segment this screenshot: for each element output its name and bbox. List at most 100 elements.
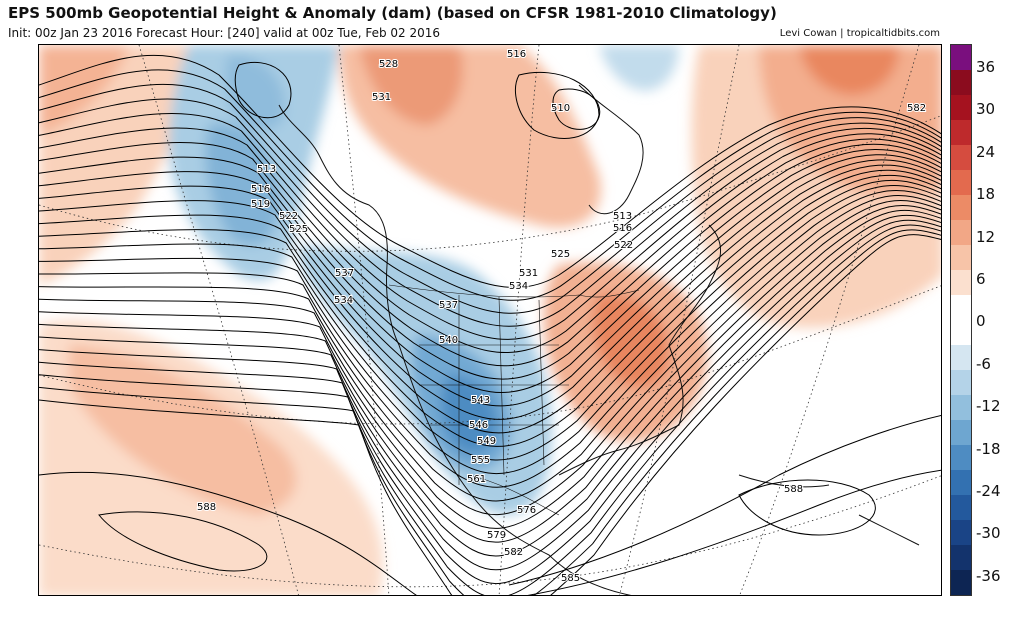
contour-label: 522 [614, 240, 633, 251]
color-scale-label: -30 [976, 524, 1001, 543]
color-swatch [951, 395, 971, 421]
contour-label: 528 [379, 59, 398, 70]
color-swatch [951, 495, 971, 521]
color-scale-swatches [951, 45, 971, 595]
contour-label: 519 [251, 199, 270, 210]
height-contour [39, 471, 417, 595]
color-swatch [951, 295, 971, 321]
contour-label: 585 [561, 573, 580, 584]
color-swatch [951, 70, 971, 96]
contour-label: 561 [467, 474, 486, 485]
contour-label: 543 [471, 395, 490, 406]
contour-label: 582 [504, 547, 523, 558]
height-contour [39, 185, 941, 488]
height-contour [39, 169, 941, 447]
height-contour [39, 98, 941, 327]
contour-label: 537 [439, 300, 458, 311]
color-swatch [951, 170, 971, 196]
height-contour [39, 113, 941, 340]
height-contour [738, 479, 876, 536]
color-swatch [951, 120, 971, 146]
color-swatch [951, 220, 971, 246]
color-swatch [951, 545, 971, 571]
contour-label: 576 [517, 505, 536, 516]
height-contour [39, 205, 941, 543]
map-canvas: 5285165315105135165195225255135165225255… [39, 45, 941, 595]
weather-map: 528 516 531 510 513 516 519 522 525 513 516 522 525 5… [38, 44, 942, 596]
color-scale-label: 36 [976, 58, 996, 76]
color-swatch [951, 45, 971, 71]
height-contour [39, 229, 941, 595]
contour-labels: 5285165315105135165195225255135165225255… [196, 48, 927, 585]
contour-label: 516 [251, 184, 270, 195]
color-scale-label: -6 [976, 354, 991, 373]
height-contour [552, 88, 601, 130]
height-contour [39, 143, 941, 380]
height-contour [39, 214, 941, 571]
color-swatch [951, 520, 971, 546]
contour-label: 546 [469, 420, 488, 431]
color-swatch [951, 420, 971, 446]
color-swatch [951, 570, 971, 595]
height-contour [234, 61, 292, 119]
color-scale-label: 12 [976, 227, 996, 246]
contour-label: 516 [507, 49, 526, 60]
map-subtitle: Init: 00z Jan 23 2016 Forecast Hour: [24… [8, 26, 441, 40]
height-contour [39, 219, 941, 585]
height-contour [39, 69, 941, 301]
height-contour [39, 138, 941, 367]
color-scale-label: 6 [976, 270, 986, 288]
contour-label: 579 [487, 530, 506, 541]
height-contour [39, 190, 941, 502]
color-scale-label: -36 [976, 566, 1001, 585]
color-swatch [951, 470, 971, 496]
height-contour [39, 195, 941, 516]
height-contour [39, 159, 941, 420]
color-swatch [951, 270, 971, 296]
height-contours [39, 54, 941, 595]
height-contour [39, 200, 941, 529]
color-swatch [951, 195, 971, 221]
contour-label: 555 [471, 455, 490, 466]
contour-label: 588 [784, 484, 803, 495]
author-credit: Levi Cowan | tropicaltidbits.com [779, 28, 940, 39]
contour-label: 534 [334, 295, 353, 306]
height-contour [98, 511, 268, 572]
height-contour [527, 469, 941, 595]
color-scale-label: -18 [976, 439, 1001, 458]
color-scale-label: -24 [976, 482, 1001, 500]
color-swatch [951, 245, 971, 271]
contour-label: 513 [257, 164, 276, 175]
contour-label: 534 [509, 281, 528, 292]
height-contour [39, 224, 941, 595]
height-contour [39, 234, 941, 595]
contour-label: 537 [335, 268, 354, 279]
height-contour [39, 54, 941, 288]
color-scale-label: -12 [976, 397, 1001, 416]
height-contour [39, 164, 941, 434]
color-swatch [951, 345, 971, 371]
height-contour [515, 71, 600, 139]
color-swatch [951, 95, 971, 121]
contour-label: 513 [613, 211, 632, 222]
contour-label: 525 [551, 249, 570, 260]
color-scale-label: 0 [976, 312, 986, 331]
contour-label: 582 [907, 103, 926, 114]
height-contour [39, 174, 941, 461]
color-swatch [951, 445, 971, 471]
contour-label: 525 [289, 224, 308, 235]
color-swatch [951, 145, 971, 171]
coastlines [278, 84, 920, 595]
contour-label: 510 [551, 103, 570, 114]
contour-label: 540 [439, 335, 458, 346]
height-contour [39, 127, 941, 354]
height-contour [39, 149, 941, 393]
height-contour [39, 154, 941, 407]
contour-label: 516 [613, 223, 632, 234]
height-contour [39, 180, 941, 475]
contour-label: 549 [477, 436, 496, 447]
contour-label: 531 [372, 92, 391, 103]
color-scale-bar [950, 44, 972, 596]
color-scale-label: 24 [976, 142, 996, 161]
color-scale-label: 18 [976, 185, 996, 204]
